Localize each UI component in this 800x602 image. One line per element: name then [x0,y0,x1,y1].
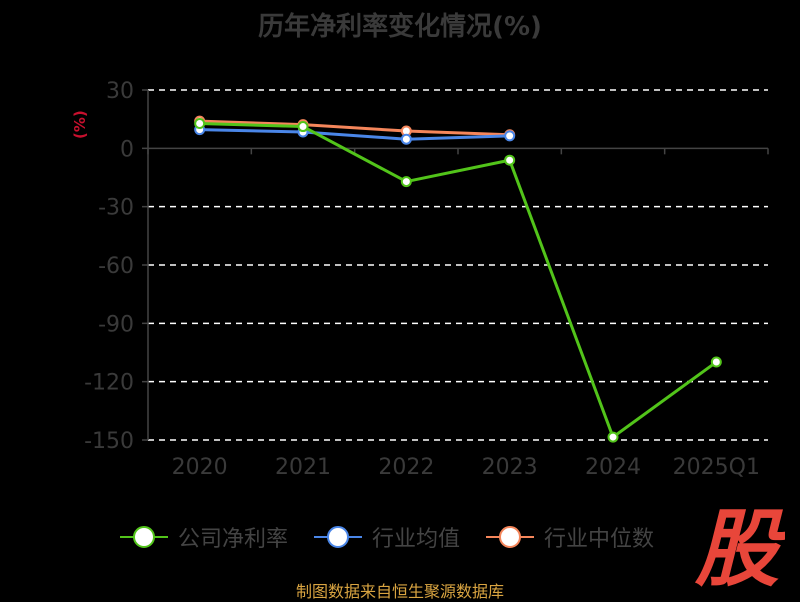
x-tick-label: 2022 [378,455,434,480]
footer-source-text: 制图数据来自恒生聚源数据库 [295,582,504,601]
legend-marker-industry-median [486,526,535,548]
data-point-company [194,117,206,129]
y-tick-label: -90 [98,312,134,337]
y-tick-label: 0 [120,137,134,162]
gu-logo: 股 [694,500,785,590]
series-line-industry_avg [199,128,510,141]
legend-item-company[interactable]: 公司净利率 [120,521,288,553]
legend-label-industry-avg: 行业均值 [372,527,461,552]
y-tick-label: -30 [98,196,134,221]
grid-layer [148,89,768,441]
data-point-company [297,121,309,133]
legend-marker-industry-avg [314,526,363,548]
series-line-industry_median [199,119,510,137]
x-tick-label: 2025Q1 [673,455,760,480]
legend-label-industry-median: 行业中位数 [544,527,655,552]
gu-logo-glyph: 股 [694,500,785,590]
legend-item-industry-avg[interactable]: 行业均值 [314,521,460,553]
data-point-industry_avg [400,133,412,145]
y-tick-label: 30 [106,79,134,104]
series-layer [194,115,722,443]
data-point-company [607,431,619,443]
y-tick-label: -120 [84,371,134,396]
y-tick-label: -150 [84,429,134,454]
x-tick-label: 2020 [172,455,228,480]
x-tick-label: 2021 [275,455,331,480]
data-point-company [504,154,516,166]
axis-layer: 30 0 -30 -60 -90 -120 -150 2020 2021 2022 2023 2024… [84,79,769,480]
chart-title: 历年净利率变化情况(%) [258,12,542,42]
data-point-company [400,176,412,188]
y-tick-label: -60 [98,254,134,279]
legend-label-company: 公司净利率 [178,527,289,552]
legend: 公司净利率 行业均值 行业中位数 [120,520,680,554]
series-line-company [199,121,718,439]
x-tick-label: 2023 [482,455,538,480]
legend-marker-company [120,526,168,548]
legend-item-industry-median[interactable]: 行业中位数 [486,521,654,553]
data-point-company [710,356,722,368]
data-point-industry_avg [504,130,516,142]
x-tick-label: 2024 [585,455,641,480]
